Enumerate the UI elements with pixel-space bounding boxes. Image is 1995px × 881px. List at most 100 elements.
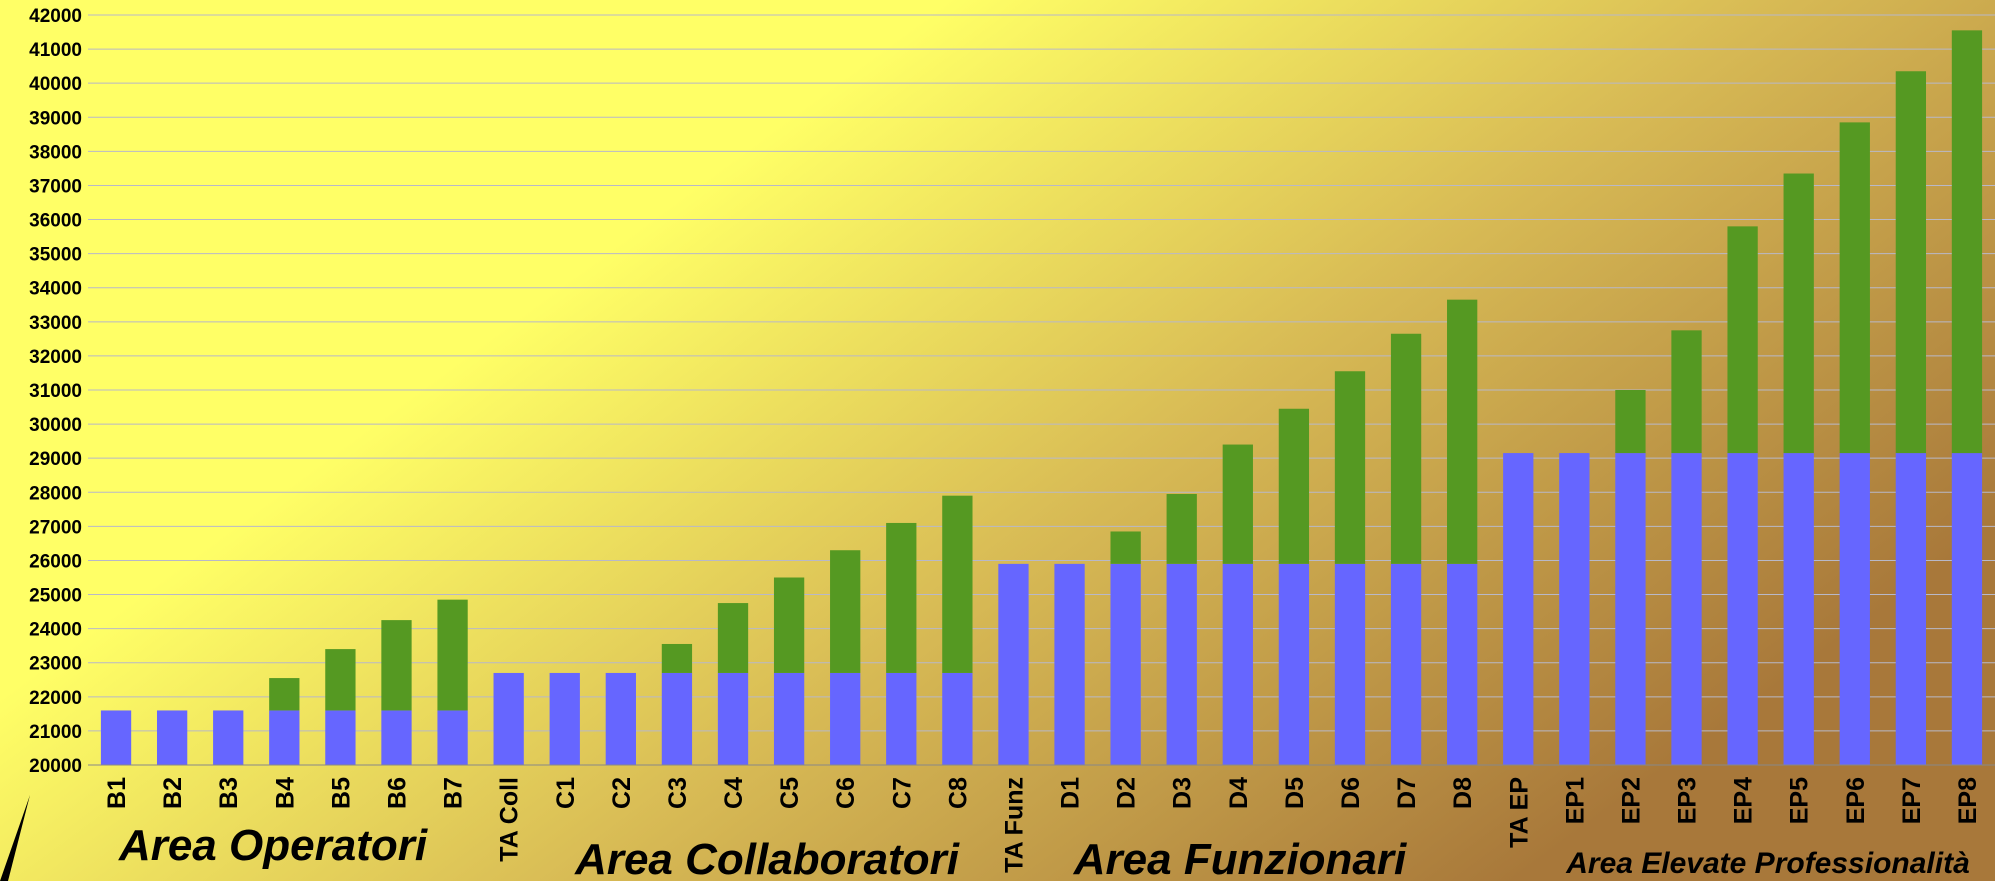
x-tick-label: B3 [215, 777, 243, 809]
x-tick-label: D5 [1281, 777, 1309, 809]
bar-segment [1054, 563, 1085, 765]
y-tick-label: 36000 [29, 211, 82, 232]
bar-segment [493, 672, 524, 765]
x-tick-label: TA Funz [1000, 777, 1028, 873]
bar-segment [1110, 531, 1141, 564]
bar-segment [1334, 563, 1366, 765]
bar-segment [886, 522, 917, 673]
bar-segment [269, 678, 300, 711]
bar-segment [773, 672, 805, 765]
bar-segment [1895, 71, 1927, 454]
bar-segment [1503, 453, 1534, 765]
x-tick-label: B6 [383, 777, 411, 809]
x-tick-label: EP4 [1730, 777, 1758, 824]
x-tick-label: EP2 [1617, 777, 1645, 824]
bar-segment [381, 620, 412, 711]
x-tick-label: D7 [1393, 777, 1421, 809]
x-tick-label: B7 [440, 777, 468, 809]
x-tick-label: D6 [1337, 777, 1365, 809]
bar-segment [1447, 563, 1478, 765]
y-tick-label: 24000 [29, 620, 82, 641]
bar-segment [100, 710, 132, 765]
x-tick-label: EP8 [1954, 777, 1982, 824]
x-tick-label: TA Coll [496, 777, 524, 862]
bar-segment [381, 710, 412, 765]
bar-segment [942, 495, 973, 673]
y-tick-label: 37000 [29, 176, 82, 197]
bar-segment [1222, 563, 1253, 765]
bar-segment [661, 672, 693, 765]
y-tick-label: 40000 [29, 74, 82, 95]
x-tick-label: D8 [1449, 777, 1477, 809]
bar-segment [942, 672, 973, 765]
bar-segment [1839, 122, 1870, 454]
x-tick-label: B1 [103, 777, 131, 809]
x-tick-label: D2 [1113, 777, 1141, 809]
bar-segment [605, 672, 636, 765]
y-tick-label: 38000 [29, 142, 82, 163]
bar-segment [1727, 453, 1758, 765]
group-label: Area Funzionari [1073, 835, 1407, 881]
bar-segment [269, 710, 300, 765]
bar-segment [213, 710, 244, 765]
y-tick-label: 34000 [29, 279, 82, 300]
bar-segment [1615, 390, 1646, 454]
x-tick-label: C6 [832, 777, 860, 809]
group-label: Area Operatori [118, 821, 428, 870]
x-tick-label: C3 [664, 777, 692, 809]
x-tick-label: B2 [159, 777, 187, 809]
x-tick-label: D3 [1169, 777, 1197, 809]
x-tick-label: EP5 [1786, 777, 1814, 824]
x-tick-label: EP7 [1898, 777, 1926, 824]
bar-segment [1278, 563, 1310, 765]
bar-segment [1615, 453, 1646, 765]
group-label: Area Collaboratori [574, 835, 960, 881]
x-tick-label: C2 [608, 777, 636, 809]
y-tick-label: 35000 [29, 245, 82, 266]
y-tick-label: 41000 [29, 40, 82, 61]
y-tick-label: 29000 [29, 449, 82, 470]
bar-segment [1278, 408, 1310, 564]
bar-segment [1166, 563, 1197, 765]
bar-segment [1222, 444, 1253, 564]
bar-segment [1334, 371, 1366, 564]
y-tick-label: 20000 [29, 756, 82, 777]
x-tick-label: C7 [888, 777, 916, 809]
bar-segment [1951, 453, 1983, 765]
bar-segment [1447, 299, 1478, 564]
bar-segment [1671, 453, 1702, 765]
bar-segment [437, 599, 468, 711]
bar-segment [1895, 453, 1927, 765]
bar-segment [661, 643, 693, 673]
y-tick-label: 31000 [29, 381, 82, 402]
bar-segment [325, 649, 356, 711]
x-tick-label: EP1 [1561, 777, 1589, 824]
bar-segment [1559, 453, 1590, 765]
y-tick-label: 28000 [29, 483, 82, 504]
y-tick-label: 33000 [29, 313, 82, 334]
x-tick-label: EP3 [1674, 777, 1702, 824]
x-tick-label: C4 [720, 777, 748, 809]
bar-segment [549, 672, 580, 765]
y-tick-label: 22000 [29, 688, 82, 709]
x-tick-label: TA EP [1505, 777, 1533, 848]
bar-segment [830, 550, 861, 673]
corner-shape [0, 795, 30, 881]
bar-segment [156, 710, 188, 765]
bar-segment [1166, 493, 1197, 564]
x-tick-label: C8 [944, 777, 972, 809]
bar-segment [1110, 563, 1141, 765]
bar-segment [1951, 30, 1983, 454]
y-tick-label: 42000 [29, 6, 82, 27]
bar-segment [1671, 330, 1702, 454]
x-tick-label: D4 [1225, 777, 1253, 809]
y-tick-label: 32000 [29, 347, 82, 368]
bar-segment [998, 563, 1029, 765]
bar-segment [1727, 226, 1758, 454]
x-tick-label: EP6 [1842, 777, 1870, 824]
x-tick-label: C1 [552, 777, 580, 809]
x-tick-label: B5 [327, 777, 355, 809]
bar-segment [1390, 333, 1422, 564]
bar-segment [437, 710, 468, 765]
